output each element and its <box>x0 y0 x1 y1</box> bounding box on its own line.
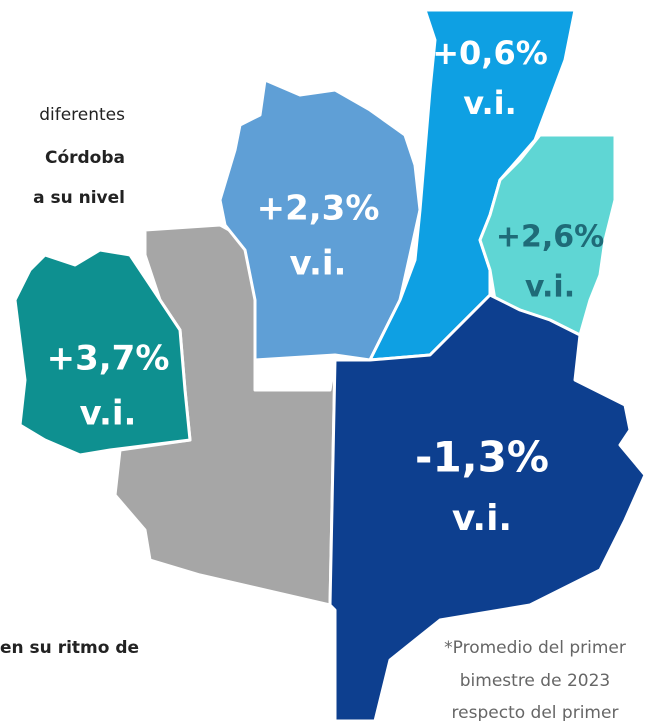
region-value: +3,7% <box>47 339 170 379</box>
region-navy <box>328 293 647 721</box>
region-unit: v.i. <box>452 498 512 539</box>
region-unit: v.i. <box>290 244 347 284</box>
region-teal <box>13 248 192 457</box>
region-value: -1,3% <box>415 433 549 482</box>
region-unit: v.i. <box>463 84 517 122</box>
intro-line: diferentes <box>39 105 125 125</box>
footnote-line: respecto del primer <box>452 703 619 721</box>
footnote-line: bimestre de 2023 <box>460 671 610 691</box>
intro-line: Córdoba <box>45 148 125 168</box>
footnote-line: *Promedio del primer <box>444 638 626 658</box>
region-value: +0,6% <box>432 34 548 72</box>
region-value: +2,3% <box>257 189 380 229</box>
outro-line: en su ritmo de <box>0 638 139 658</box>
intro-line: a su nivel <box>33 188 125 208</box>
region-unit: v.i. <box>525 270 575 305</box>
region-value: +2,6% <box>496 220 604 255</box>
region-unit: v.i. <box>80 394 137 434</box>
